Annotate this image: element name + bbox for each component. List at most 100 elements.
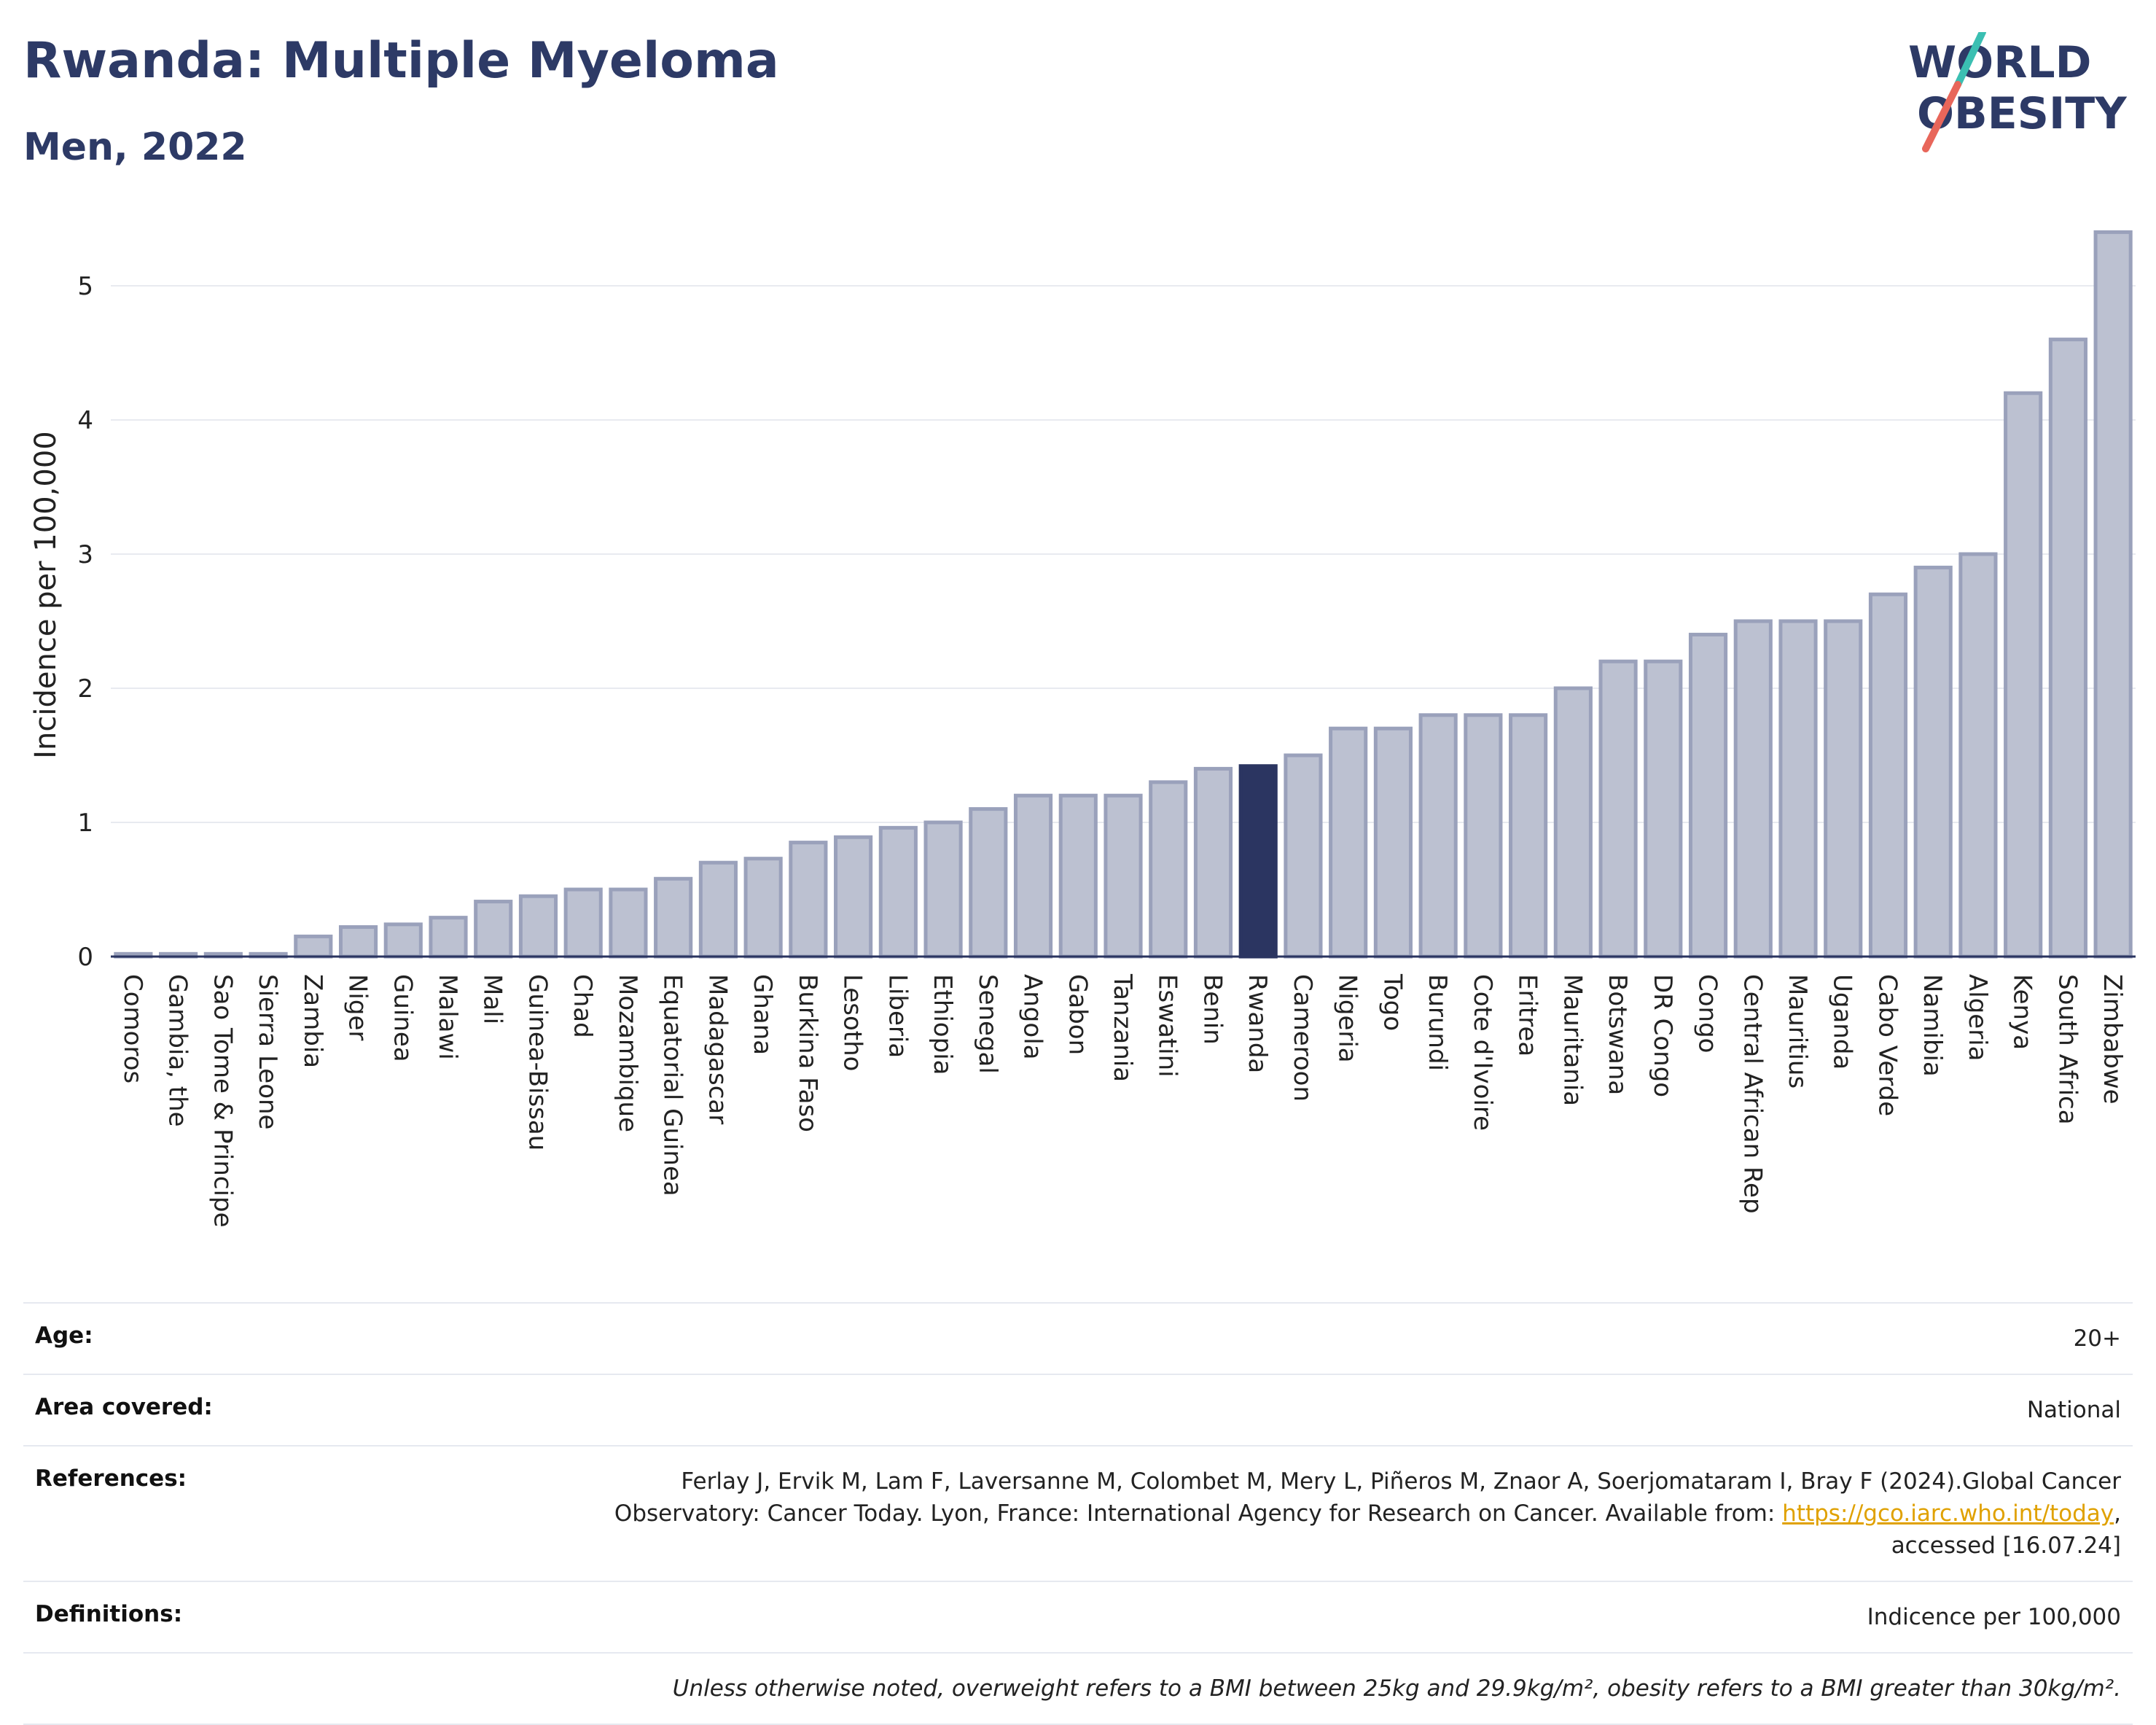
bar-ethiopia: [923, 820, 963, 959]
x-tick-label: Mozambique: [613, 974, 642, 1132]
y-tick-label: 1: [77, 809, 93, 838]
bar-namibia: [1913, 565, 1953, 959]
bar-mozambique: [609, 887, 648, 959]
references-value: Ferlay J, Ervik M, Lam F, Laversanne M, …: [590, 1465, 2121, 1562]
x-tick-label: Angola: [1018, 974, 1047, 1059]
x-tick-label: Mauritania: [1558, 974, 1587, 1106]
y-tick-label: 0: [77, 943, 93, 972]
references-text: Ferlay J, Ervik M, Lam F, Laversanne M, …: [614, 1468, 2121, 1527]
meta-row-definitions: Definitions: Indicence per 100,000: [23, 1581, 2133, 1652]
bar-mauritania: [1553, 686, 1593, 959]
x-tick-label: Sierra Leone: [253, 974, 282, 1129]
bar-cabo-verde: [1868, 592, 1908, 959]
bar-liberia: [878, 825, 918, 959]
x-tick-label: Burundi: [1423, 974, 1452, 1071]
x-tick-label: Chad: [568, 974, 597, 1038]
x-tick-label: Niger: [343, 974, 372, 1040]
definitions-label: Definitions:: [35, 1601, 183, 1627]
y-tick-label: 3: [77, 540, 93, 569]
x-tick-label: Botswana: [1603, 974, 1632, 1095]
y-tick-label: 2: [77, 674, 93, 704]
bar-central-african-rep: [1733, 619, 1773, 959]
bar-tanzania: [1104, 793, 1143, 959]
bar-malawi: [429, 916, 468, 959]
bar-rwanda: [1238, 764, 1278, 959]
area-value: National: [2026, 1397, 2121, 1423]
bar-cameroon: [1284, 753, 1323, 959]
x-tick-label: Equatorial Guinea: [658, 974, 687, 1196]
x-tick-label: Madagascar: [703, 974, 732, 1124]
bar-cote-d-ivoire: [1464, 713, 1503, 959]
page-title: Rwanda: Multiple Myeloma: [23, 32, 779, 90]
bar-zimbabwe: [2093, 230, 2133, 959]
x-tick-label: Sao Tome & Principe: [208, 974, 237, 1228]
bar-benin: [1193, 766, 1233, 959]
x-tick-label: Senegal: [973, 974, 1002, 1074]
y-tick-label: 5: [77, 272, 93, 301]
definitions-value: Indicence per 100,000: [1867, 1604, 2121, 1630]
x-tick-label: Mauritius: [1783, 974, 1812, 1089]
x-tick-label: Zimbabwe: [2098, 974, 2127, 1105]
bar-burkina-faso: [789, 841, 828, 959]
references-link[interactable]: https://gco.iarc.who.int/today: [1782, 1500, 2114, 1527]
x-tick-label: Uganda: [1828, 974, 1857, 1070]
world-obesity-logo: WORLD OBESITY: [1908, 32, 2128, 152]
bar-eswatini: [1149, 780, 1188, 959]
references-label: References:: [35, 1465, 187, 1492]
x-tick-label: Nigeria: [1333, 974, 1362, 1063]
x-tick-label: DR Congo: [1648, 974, 1677, 1097]
age-label: Age:: [35, 1323, 93, 1349]
x-tick-label: Namibia: [1918, 974, 1947, 1077]
bar-lesotho: [834, 835, 873, 959]
logo-text-world: WORLD: [1908, 37, 2091, 88]
x-tick-label: Gambia, the: [163, 974, 192, 1127]
y-tick-label: 4: [77, 406, 93, 435]
meta-row-area: Area covered: National: [23, 1374, 2133, 1445]
logo-slash-teal: [1954, 32, 1986, 88]
meta-row-age: Age: 20+: [23, 1302, 2133, 1374]
x-tick-label: Guinea: [388, 974, 417, 1062]
x-tick-label: Ethiopia: [928, 974, 957, 1075]
bar-madagascar: [698, 860, 738, 959]
logo-slash-red: [1922, 81, 1961, 152]
x-tick-label: Algeria: [1963, 974, 1992, 1061]
bar-chart: 0 1 2 3 4 5 Incidence per 100,000 Comoros Gambia…: [29, 230, 2136, 1228]
bmi-note: Unless otherwise noted, overweight refer…: [672, 1675, 2121, 1702]
x-tick-label: Tanzania: [1108, 973, 1137, 1082]
bar-ghana: [743, 857, 783, 959]
x-tick-label: Ghana: [748, 974, 777, 1055]
bar-algeria: [1958, 552, 1998, 959]
bar-chad: [563, 887, 603, 959]
x-tick-label: Eswatini: [1153, 974, 1182, 1078]
meta-row-note: Unless otherwise noted, overweight refer…: [23, 1652, 2133, 1725]
bar-uganda: [1824, 619, 1863, 959]
meta-row-references: References: Ferlay J, Ervik M, Lam F, La…: [23, 1445, 2133, 1581]
bar-niger: [338, 925, 378, 959]
x-tick-label: Liberia: [883, 974, 912, 1058]
bar-guinea: [383, 922, 423, 959]
bar-guinea-bissau: [518, 894, 558, 959]
bar-eritrea: [1509, 713, 1548, 959]
x-tick-label: Central African Rep: [1738, 974, 1767, 1214]
bar-equatorial-guinea: [654, 876, 693, 959]
page-subtitle: Men, 2022: [23, 125, 247, 169]
x-tick-label: Burkina Faso: [793, 974, 822, 1132]
x-tick-label: Congo: [1693, 974, 1722, 1053]
x-tick-label: Gabon: [1063, 974, 1092, 1055]
bar-congo: [1688, 632, 1728, 959]
x-tick-label: Benin: [1198, 974, 1227, 1045]
x-tick-label: Eritrea: [1513, 974, 1542, 1056]
bar-south-africa: [2048, 338, 2087, 959]
bar-senegal: [969, 807, 1008, 959]
y-axis-title: Incidence per 100,000: [29, 431, 63, 759]
x-tick-label: South Africa: [2053, 974, 2082, 1125]
x-tick-label: Togo: [1378, 973, 1407, 1031]
area-label: Area covered:: [35, 1394, 213, 1420]
bar-burundi: [1418, 713, 1458, 959]
x-tick-label: Cote d'Ivoire: [1468, 974, 1497, 1131]
x-tick-label: Comoros: [118, 974, 147, 1083]
metadata-table: Age: 20+ Area covered: National Referenc…: [23, 1302, 2133, 1725]
bar-togo: [1373, 726, 1413, 959]
age-value: 20+: [2073, 1325, 2121, 1352]
bar-angola: [1013, 793, 1053, 959]
